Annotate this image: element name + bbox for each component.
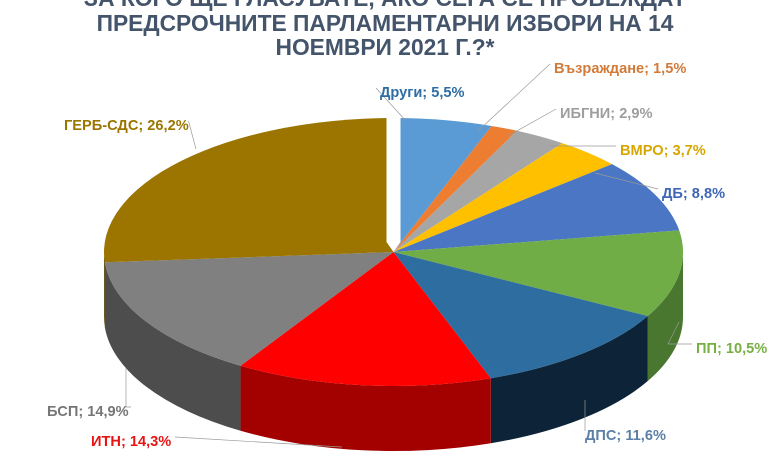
svg-text:БСП; 14,9%: БСП; 14,9% [47, 404, 129, 420]
svg-text:ДБ; 8,8%: ДБ; 8,8% [662, 186, 725, 202]
svg-text:ДПС; 11,6%: ДПС; 11,6% [585, 428, 666, 444]
svg-text:ПП; 10,5%: ПП; 10,5% [696, 341, 767, 357]
svg-text:ГЕРБ-СДС; 26,2%: ГЕРБ-СДС; 26,2% [64, 118, 189, 134]
svg-text:ИТН; 14,3%: ИТН; 14,3% [91, 434, 171, 450]
svg-text:Други; 5,5%: Други; 5,5% [380, 85, 464, 101]
svg-text:Възраждане; 1,5%: Възраждане; 1,5% [554, 61, 686, 77]
svg-text:ВМРО; 3,7%: ВМРО; 3,7% [620, 143, 706, 159]
svg-text:ИБГНИ; 2,9%: ИБГНИ; 2,9% [560, 106, 652, 122]
